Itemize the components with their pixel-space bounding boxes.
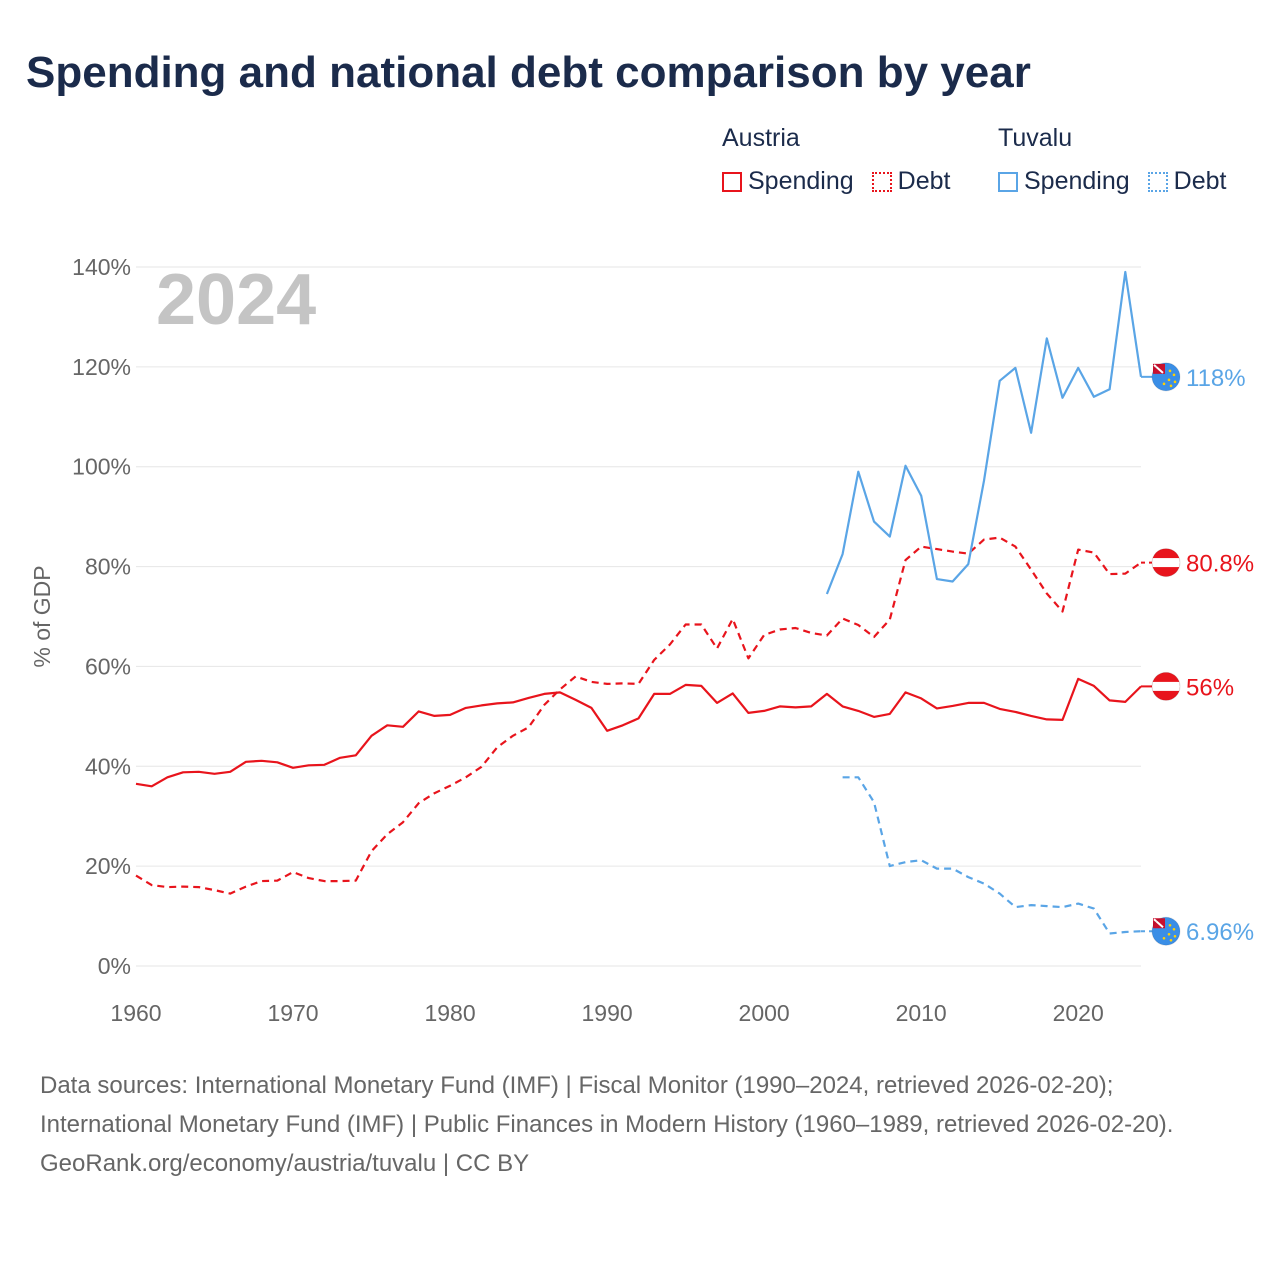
- legend-item-tuvalu-spending[interactable]: Spending: [998, 167, 1130, 196]
- y-tick-label: 60%: [85, 653, 131, 679]
- year-label: 2024: [156, 260, 316, 340]
- flag-star: [1167, 378, 1171, 382]
- legend-country-tuvalu: Tuvalu: [998, 124, 1073, 152]
- flag-white-band: [1152, 681, 1180, 691]
- legend-tuvalu: Tuvalu Spending Debt: [998, 124, 1226, 196]
- flag-outline: [1151, 671, 1181, 701]
- legend-label: Spending: [1024, 167, 1130, 195]
- data-sources: Data sources: International Monetary Fun…: [40, 1072, 1174, 1138]
- end-value-label: 80.8%: [1186, 551, 1254, 578]
- series-line-tuvalu-debt: [842, 776, 1142, 935]
- flag-star: [1173, 934, 1177, 938]
- flag-cross: [1153, 364, 1164, 374]
- x-tick-label: 1970: [267, 1000, 318, 1026]
- chart-title: Spending and national debt comparison by…: [26, 48, 1031, 97]
- legend-austria: Austria Spending Debt: [722, 124, 950, 196]
- flag-cross: [1153, 918, 1164, 928]
- flag-star: [1162, 936, 1166, 940]
- flag-star: [1162, 382, 1166, 386]
- y-tick-label: 20%: [85, 853, 131, 879]
- x-tick-label: 1960: [110, 1000, 161, 1026]
- series-line-tuvalu-spending: [825, 270, 1143, 595]
- x-tick-label: 1980: [424, 1000, 475, 1026]
- flag-star: [1169, 938, 1173, 942]
- y-tick-label: 0%: [98, 953, 131, 979]
- y-tick-label: 120%: [72, 354, 131, 380]
- flag-star: [1168, 369, 1172, 373]
- x-tick-label: 2010: [896, 1000, 947, 1026]
- flag-outline: [1151, 916, 1181, 946]
- flag-outline: [1151, 548, 1181, 578]
- y-tick-label: 80%: [85, 554, 131, 580]
- legend-swatch-dotted: [871, 171, 892, 192]
- y-tick-label: 40%: [85, 753, 131, 779]
- flag-star: [1169, 384, 1173, 388]
- series-line-austria-spending: [135, 677, 1142, 788]
- line-chart: 0% 20% 40% 60% 80% 100% 120% 140% 1960 1970 1980 19…: [29, 254, 1254, 1026]
- flag-star: [1172, 927, 1176, 931]
- series-line-austria-debt: [135, 536, 1142, 895]
- flag-star: [1173, 380, 1177, 384]
- legend-swatch-dotted: [1147, 171, 1168, 192]
- austria-flag-icon: [1151, 548, 1181, 578]
- legend-item-austria-spending[interactable]: Spending: [722, 167, 854, 196]
- flag-star: [1167, 932, 1171, 936]
- end-value-label: 6.96%: [1186, 919, 1254, 946]
- flag-star: [1168, 923, 1172, 927]
- flag-white-band: [1152, 558, 1180, 568]
- legend-country-austria: Austria: [722, 124, 800, 152]
- x-tick-label: 2020: [1053, 1000, 1104, 1026]
- flag-outline: [1151, 362, 1181, 392]
- y-tick-label: 140%: [72, 254, 131, 280]
- tuvalu-flag-icon: [1151, 916, 1181, 946]
- legend-item-austria-debt[interactable]: Debt: [871, 167, 951, 196]
- footer: Data sources: International Monetary Fun…: [40, 1066, 1250, 1183]
- legend-label: Debt: [897, 167, 951, 195]
- legend-label: Spending: [748, 167, 854, 195]
- flag-star: [1172, 373, 1176, 377]
- credit-link[interactable]: GeoRank.org/economy/austria/tuvalu | CC …: [40, 1150, 530, 1177]
- legend-item-tuvalu-debt[interactable]: Debt: [1147, 167, 1227, 196]
- y-tick-label: 100%: [72, 454, 131, 480]
- austria-flag-icon: [1151, 671, 1181, 701]
- tuvalu-flag-icon: [1151, 362, 1181, 392]
- y-axis-label: % of GDP: [29, 565, 55, 667]
- legend-label: Debt: [1173, 167, 1227, 195]
- end-value-label: 56%: [1186, 674, 1234, 701]
- legend-swatch-solid: [998, 171, 1018, 192]
- x-tick-label: 1990: [582, 1000, 633, 1026]
- legend-swatch-solid: [722, 171, 742, 192]
- end-value-label: 118%: [1186, 365, 1246, 392]
- x-tick-label: 2000: [739, 1000, 790, 1026]
